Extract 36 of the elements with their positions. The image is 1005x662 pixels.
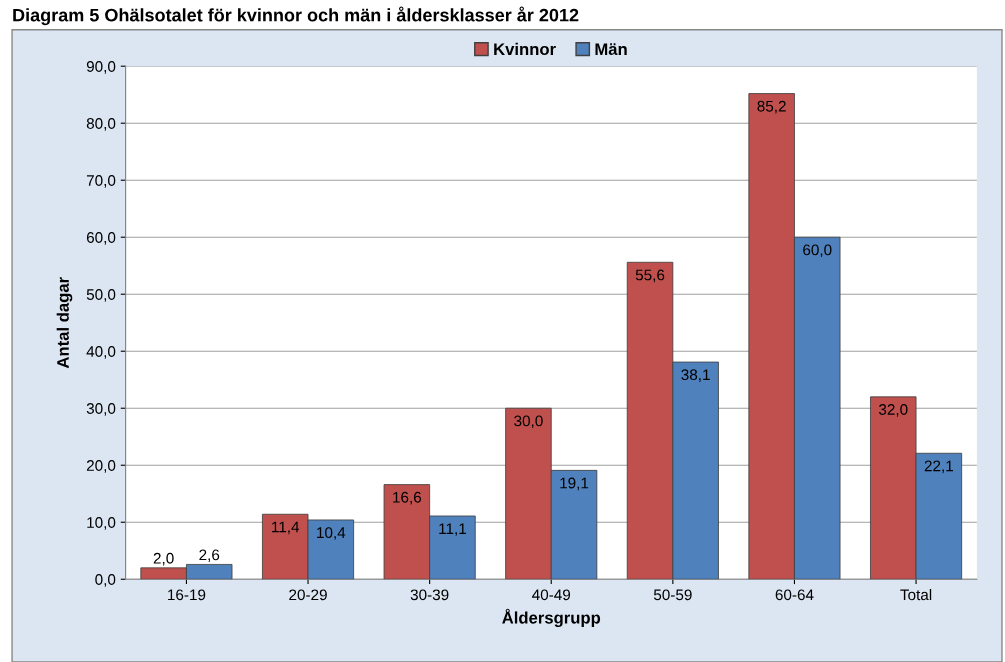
x-tick-label: 40-49: [532, 589, 571, 601]
data-label: 2,6: [199, 549, 220, 563]
data-label: 30,0: [514, 415, 543, 429]
data-label: 10,4: [317, 527, 346, 540]
data-label: 11,4: [272, 521, 300, 535]
data-label: 11,1: [439, 523, 466, 536]
y-tick-label: 60,0: [86, 232, 116, 245]
x-axis-title: Åldersgrupp: [502, 608, 601, 628]
y-tick-label: 40,0: [86, 346, 116, 359]
y-tick-label: 50,0: [86, 289, 116, 302]
data-label: 19,1: [560, 477, 589, 491]
data-label: 16,6: [393, 491, 422, 505]
data-label: 2,0: [153, 552, 174, 566]
x-tick-label: 30-39: [410, 589, 449, 601]
data-label: 55,6: [635, 269, 665, 283]
y-axis-title: Antal dagar: [56, 277, 73, 369]
x-tick-label: 50-59: [653, 589, 692, 601]
y-tick-label: 20,0: [86, 460, 116, 473]
y-tick-label: 90,0: [86, 61, 116, 74]
y-tick-label: 0,0: [95, 574, 116, 587]
data-label: 85,2: [757, 100, 786, 114]
legend-label: Män: [595, 43, 627, 56]
y-tick-label: 80,0: [86, 118, 116, 131]
x-tick-label: 16-19: [168, 589, 206, 601]
data-label: 32,0: [878, 404, 908, 417]
y-tick-label: 30,0: [86, 403, 116, 416]
chart-title: Diagram 5 Ohälsotalet för kvinnor och män i åldersklasser år 2012: [13, 6, 579, 26]
data-label: 22,1: [924, 460, 953, 474]
x-tick-label: 20-29: [289, 589, 327, 601]
legend-label: Kvinnor: [494, 42, 556, 56]
data-label: 60,0: [803, 244, 832, 258]
x-tick-label: Total: [900, 588, 932, 601]
x-tick-label: 60-64: [775, 589, 814, 601]
data-label: 38,1: [681, 369, 710, 382]
y-tick-label: 70,0: [86, 175, 116, 188]
y-tick-label: 10,0: [87, 517, 116, 530]
